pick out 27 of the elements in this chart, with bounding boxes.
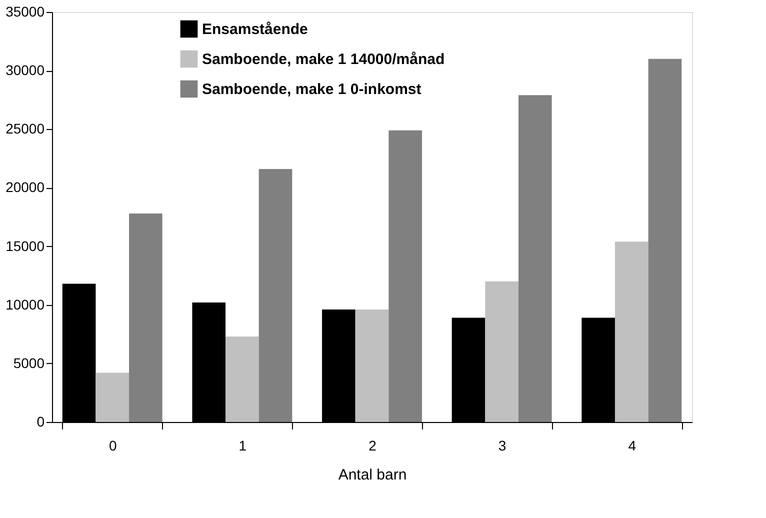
x-tick-label: 2: [368, 438, 377, 454]
y-tick-label: 0: [36, 414, 45, 430]
y-tick-label: 25000: [6, 120, 45, 137]
y-tick-label: 10000: [6, 296, 45, 312]
bar: [388, 130, 422, 422]
x-tick-label: 4: [628, 438, 636, 454]
legend-label: Samboende, make 1 14000/månad: [202, 51, 445, 68]
x-axis-title: Antal barn: [338, 466, 407, 484]
legend-label: Samboende, make 1 0-inkomst: [202, 81, 422, 98]
x-tick-label: 3: [498, 438, 506, 454]
y-tick-label: 20000: [6, 179, 45, 196]
y-tick-label: 15000: [6, 238, 45, 254]
bar: [258, 168, 292, 422]
x-tick-label: 0: [108, 438, 117, 454]
bar: [614, 242, 648, 422]
bar: [96, 372, 130, 422]
bar: [485, 281, 518, 422]
y-tick-label: 30000: [6, 62, 45, 78]
bar: [648, 58, 682, 422]
bar: [226, 336, 259, 422]
bar: [518, 95, 552, 422]
y-tick-label: 35000: [6, 4, 45, 20]
x-tick-label: 1: [238, 438, 247, 454]
y-tick-label: 5000: [13, 354, 45, 371]
bar: [355, 310, 389, 422]
bar: [129, 213, 162, 422]
legend-label: Ensamstående: [202, 21, 308, 38]
